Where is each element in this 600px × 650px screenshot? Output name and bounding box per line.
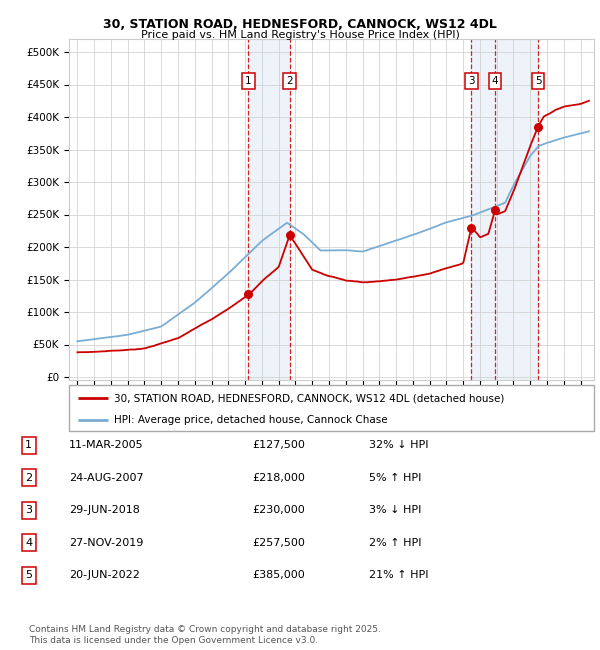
Text: 1: 1 [245, 76, 251, 86]
Text: 5% ↑ HPI: 5% ↑ HPI [369, 473, 421, 483]
Text: Price paid vs. HM Land Registry's House Price Index (HPI): Price paid vs. HM Land Registry's House … [140, 30, 460, 40]
Text: 5: 5 [535, 76, 541, 86]
Text: 27-NOV-2019: 27-NOV-2019 [69, 538, 143, 548]
Text: 5: 5 [25, 570, 32, 580]
Text: 3% ↓ HPI: 3% ↓ HPI [369, 505, 421, 515]
Point [533, 122, 543, 132]
Text: 3: 3 [468, 76, 475, 86]
Text: 30, STATION ROAD, HEDNESFORD, CANNOCK, WS12 4DL (detached house): 30, STATION ROAD, HEDNESFORD, CANNOCK, W… [113, 393, 504, 403]
Text: 29-JUN-2018: 29-JUN-2018 [69, 505, 140, 515]
Point [285, 230, 295, 240]
Text: £385,000: £385,000 [252, 570, 305, 580]
Text: 4: 4 [25, 538, 32, 548]
Bar [248, 39, 290, 380]
Text: 20-JUN-2022: 20-JUN-2022 [69, 570, 140, 580]
Text: 30, STATION ROAD, HEDNESFORD, CANNOCK, WS12 4DL: 30, STATION ROAD, HEDNESFORD, CANNOCK, W… [103, 18, 497, 31]
Text: £127,500: £127,500 [252, 440, 305, 450]
Text: 32% ↓ HPI: 32% ↓ HPI [369, 440, 428, 450]
Text: 24-AUG-2007: 24-AUG-2007 [69, 473, 143, 483]
Text: 1: 1 [25, 440, 32, 450]
Point [490, 204, 500, 214]
Point [467, 222, 476, 233]
Point [244, 289, 253, 299]
Text: £257,500: £257,500 [252, 538, 305, 548]
Text: 2% ↑ HPI: 2% ↑ HPI [369, 538, 421, 548]
Text: £218,000: £218,000 [252, 473, 305, 483]
Text: 2: 2 [25, 473, 32, 483]
Text: 21% ↑ HPI: 21% ↑ HPI [369, 570, 428, 580]
Text: £230,000: £230,000 [252, 505, 305, 515]
Text: Contains HM Land Registry data © Crown copyright and database right 2025.
This d: Contains HM Land Registry data © Crown c… [29, 625, 380, 645]
Text: 4: 4 [492, 76, 499, 86]
Text: 2: 2 [286, 76, 293, 86]
Text: 3: 3 [25, 505, 32, 515]
Bar [472, 39, 538, 380]
Text: HPI: Average price, detached house, Cannock Chase: HPI: Average price, detached house, Cann… [113, 415, 387, 424]
Text: 11-MAR-2005: 11-MAR-2005 [69, 440, 143, 450]
